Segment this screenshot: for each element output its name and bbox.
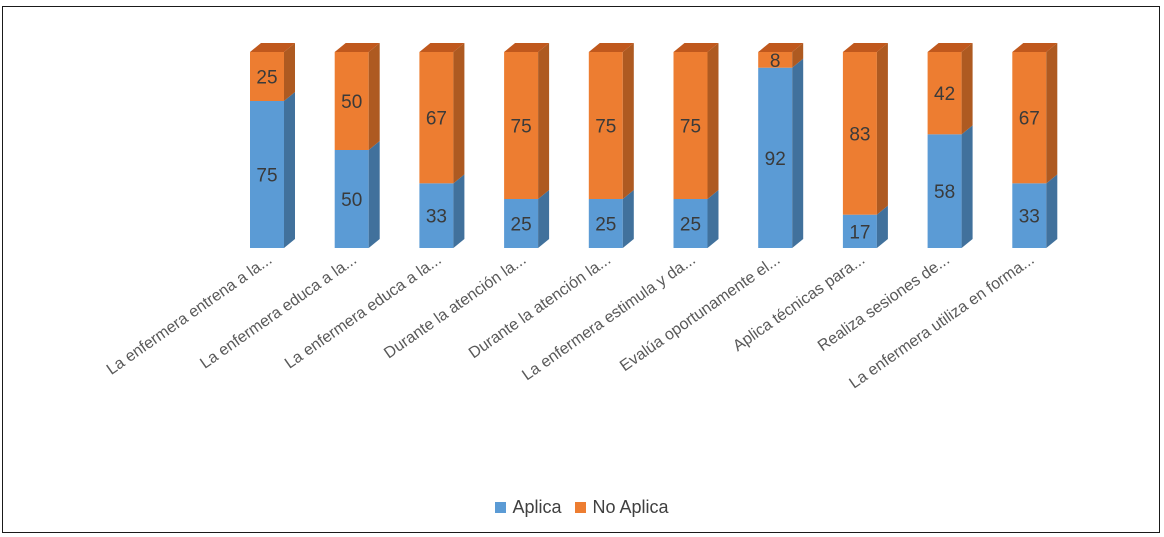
bar-segment-aplica: [758, 67, 793, 249]
bar-segment-aplica-side: [876, 205, 888, 248]
bar-segment-aplica: [927, 134, 962, 248]
bar-segment-no-aplica-side: [707, 43, 719, 199]
data-label: 25: [680, 215, 701, 236]
bar-segment-no-aplica: [842, 52, 877, 215]
data-label: 25: [511, 215, 532, 236]
bar-segment-no-aplica-top: [673, 43, 719, 52]
bar-segment-aplica-side: [961, 125, 973, 248]
data-label: 75: [680, 117, 701, 138]
bar-segment-no-aplica-top: [1012, 43, 1058, 52]
bar-stack: [842, 43, 888, 248]
data-label: 50: [341, 190, 362, 211]
legend-label-aplica: Aplica: [512, 497, 562, 517]
bar-segment-no-aplica-side: [876, 43, 888, 215]
bar-segment-aplica-side: [707, 190, 719, 248]
data-label: 75: [595, 117, 616, 138]
category-label: Durante la atención la...: [381, 251, 529, 362]
bar-segment-aplica-side: [622, 190, 634, 248]
bar-segment-aplica-side: [538, 190, 550, 248]
bar-segment-no-aplica-side: [368, 43, 380, 150]
bar-segment-aplica: [250, 101, 284, 248]
bar-segment-no-aplica-top: [758, 43, 804, 52]
bars-layer: [250, 43, 1058, 249]
legend-swatch-aplica: [495, 502, 507, 513]
legend-item-no-aplica: No Aplica: [575, 497, 669, 518]
bar-segment-no-aplica-side: [453, 43, 465, 184]
data-label: 58: [934, 182, 955, 203]
bar-segment-aplica-side: [368, 141, 380, 248]
bar-stack: [588, 43, 634, 248]
bar-segment-no-aplica-side: [1046, 43, 1058, 184]
bar-segment-aplica: [1012, 183, 1047, 248]
bar-segment-aplica: [673, 199, 708, 248]
bar-segment-no-aplica: [250, 52, 284, 101]
data-label: 25: [256, 68, 277, 89]
bar-segment-no-aplica-top: [250, 43, 295, 52]
data-label: 17: [849, 222, 870, 243]
bar-segment-no-aplica: [758, 52, 793, 68]
bar-segment-aplica: [419, 183, 454, 248]
bar-segment-no-aplica: [334, 52, 369, 150]
bar-segment-aplica: [504, 199, 539, 248]
bar-stack: [927, 43, 973, 248]
bar-segment-no-aplica: [504, 52, 539, 199]
data-label: 50: [341, 92, 362, 113]
legend: Aplica No Aplica: [0, 497, 1164, 518]
bar-segment-aplica: [842, 214, 877, 248]
category-label: La enfermera educa a la...: [197, 251, 360, 372]
bar-stack: [758, 43, 804, 249]
bar-segment-aplica: [588, 199, 623, 248]
data-label: 33: [1019, 207, 1040, 228]
legend-item-aplica: Aplica: [495, 497, 561, 518]
bar-segment-no-aplica-top: [334, 43, 380, 52]
bar-segment-no-aplica-side: [622, 43, 634, 199]
bar-segment-aplica-side: [792, 58, 804, 249]
category-label: La enfermera estimula y da...: [519, 251, 698, 384]
bar-segment-no-aplica: [1012, 52, 1047, 184]
bar-stack: [419, 43, 465, 248]
category-label: Durante la atención la...: [466, 251, 614, 362]
bar-segment-aplica: [334, 150, 369, 248]
bar-segment-aplica-side: [284, 92, 295, 248]
data-label: 92: [765, 149, 786, 170]
data-label: 8: [770, 51, 781, 72]
bar-segment-no-aplica-side: [538, 43, 550, 199]
value-labels-layer: 75 25 50 50 33 67 25 75 25 75 25 75 92 8 17 83 58 42 33 67: [256, 51, 1039, 244]
bar-stack: [673, 43, 719, 248]
bar-segment-no-aplica: [927, 52, 962, 135]
bar-stack: [504, 43, 550, 248]
legend-label-no-aplica: No Aplica: [592, 497, 669, 517]
category-label: La enfermera entrena a la...: [104, 251, 275, 378]
data-label: 75: [511, 117, 532, 138]
bar-stack: [334, 43, 380, 248]
bar-segment-aplica-side: [1046, 174, 1058, 248]
bar-stack: [1012, 43, 1058, 248]
legend-swatch-no-aplica: [575, 502, 587, 513]
bar-segment-no-aplica: [588, 52, 623, 199]
bar-stack: [250, 43, 295, 248]
bar-segment-no-aplica-side: [284, 43, 295, 101]
data-label: 75: [256, 166, 277, 187]
data-label: 67: [1019, 109, 1040, 130]
bar-segment-no-aplica-top: [588, 43, 634, 52]
category-labels-layer: La enfermera entrena a la...La enfermera…: [104, 251, 1038, 392]
data-label: 25: [595, 215, 616, 236]
bar-segment-aplica-side: [453, 174, 465, 248]
bar-segment-no-aplica: [673, 52, 708, 199]
category-label: Evalúa oportunamente el...: [617, 251, 783, 375]
bar-segment-no-aplica-top: [842, 43, 888, 52]
category-label: La enfermera educa a la...: [282, 251, 445, 372]
bar-segment-no-aplica-top: [927, 43, 973, 52]
bar-segment-no-aplica-top: [419, 43, 465, 52]
data-label: 42: [934, 84, 955, 105]
bar-segment-no-aplica-side: [961, 43, 973, 135]
data-label: 33: [426, 207, 447, 228]
bar-segment-no-aplica-top: [504, 43, 550, 52]
data-label: 67: [426, 109, 447, 130]
bar-segment-no-aplica: [419, 52, 454, 184]
data-label: 83: [849, 124, 870, 145]
bar-segment-no-aplica-side: [792, 43, 804, 68]
